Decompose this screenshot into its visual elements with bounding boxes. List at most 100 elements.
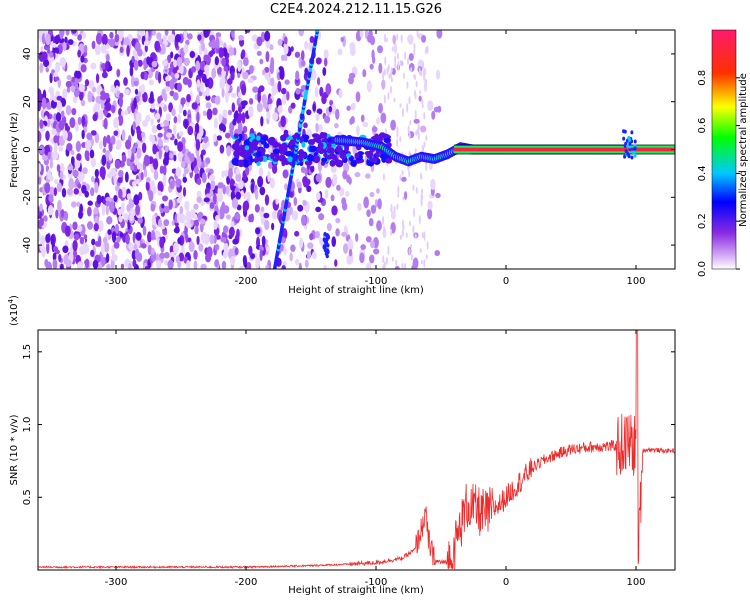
heatmap-cell bbox=[95, 73, 100, 84]
heatmap-cell bbox=[128, 242, 134, 250]
heatmap-cell bbox=[303, 180, 310, 188]
spectrogram-xlabel: Height of straight line (km) bbox=[288, 285, 424, 296]
heatmap-cell bbox=[272, 157, 280, 162]
heatmap-cell bbox=[191, 102, 198, 110]
heatmap-cell bbox=[89, 149, 95, 159]
heatmap-cell bbox=[339, 187, 345, 197]
heatmap-cell bbox=[188, 241, 195, 253]
heatmap-cell bbox=[409, 119, 412, 126]
heatmap-cell bbox=[177, 237, 182, 245]
heatmap-cell bbox=[131, 55, 135, 63]
heatmap-cell bbox=[139, 30, 145, 37]
heatmap-cell bbox=[182, 176, 188, 183]
heatmap-cell bbox=[103, 241, 110, 253]
heatmap-cell bbox=[390, 229, 393, 236]
heatmap-cell bbox=[265, 51, 270, 63]
heatmap-cell bbox=[223, 48, 228, 57]
heatmap-cell bbox=[214, 259, 220, 268]
heatmap-cell bbox=[52, 259, 58, 269]
heatmap-cell bbox=[164, 145, 169, 153]
heatmap-cell bbox=[221, 260, 227, 269]
heatmap-cell bbox=[174, 72, 180, 79]
heatmap-cell bbox=[91, 40, 96, 50]
heatmap-cell bbox=[321, 94, 327, 105]
heatmap-cell bbox=[133, 244, 137, 250]
heatmap-cell bbox=[254, 156, 260, 163]
spectrogram-ytick-label: -40 bbox=[22, 237, 33, 253]
heatmap-cell bbox=[183, 167, 189, 175]
heatmap-cell bbox=[106, 134, 111, 144]
heatmap-cell bbox=[159, 165, 164, 174]
heatmap-cell bbox=[109, 31, 114, 39]
heatmap-cell bbox=[382, 215, 385, 226]
heatmap-cell bbox=[219, 205, 224, 217]
heatmap-cell bbox=[300, 166, 306, 174]
heatmap-cell bbox=[383, 94, 386, 104]
heatmap-cell bbox=[101, 204, 106, 216]
heatmap-cell bbox=[186, 259, 191, 269]
heatmap-cell bbox=[84, 258, 90, 269]
heatmap-cell bbox=[182, 76, 190, 85]
heatmap-cell bbox=[196, 190, 202, 199]
heatmap-cell bbox=[205, 102, 212, 109]
heatmap-cell bbox=[206, 108, 213, 120]
heatmap-cell bbox=[84, 139, 92, 152]
heatmap-cell bbox=[262, 136, 268, 141]
heatmap-cell bbox=[410, 253, 413, 261]
heatmap-cell bbox=[87, 200, 93, 206]
heatmap-cell bbox=[427, 208, 433, 220]
heatmap-cell bbox=[105, 53, 110, 63]
heatmap-cell bbox=[298, 30, 305, 37]
heatmap-cell bbox=[315, 30, 320, 33]
heatmap-cell bbox=[281, 264, 286, 269]
heatmap-cell bbox=[422, 69, 425, 77]
heatmap-cell bbox=[415, 80, 418, 88]
heatmap-cell bbox=[370, 240, 376, 249]
heatmap-cell bbox=[56, 95, 63, 101]
heatmap-cell bbox=[396, 125, 399, 135]
heatmap-cell bbox=[184, 155, 190, 164]
heatmap-cell bbox=[272, 112, 279, 122]
heatmap-cell bbox=[163, 219, 170, 227]
heatmap-cell bbox=[126, 193, 132, 200]
heatmap-cell bbox=[309, 233, 314, 241]
heatmap-cell bbox=[178, 104, 183, 114]
heatmap-cell bbox=[86, 132, 93, 141]
heatmap-cell bbox=[627, 154, 631, 159]
heatmap-cell bbox=[106, 216, 113, 225]
heatmap-cell bbox=[316, 77, 321, 86]
heatmap-cell bbox=[226, 78, 233, 85]
heatmap-cell bbox=[270, 77, 275, 87]
heatmap-cell bbox=[420, 193, 423, 203]
heatmap-cell bbox=[407, 57, 410, 66]
heatmap-cell bbox=[189, 153, 195, 163]
heatmap-cell bbox=[391, 256, 394, 262]
heatmap-cell bbox=[250, 182, 255, 194]
heatmap-cell bbox=[258, 85, 265, 92]
heatmap-cell bbox=[423, 258, 426, 268]
heatmap-cell bbox=[267, 146, 273, 153]
heatmap-cell bbox=[345, 190, 350, 197]
heatmap-cell bbox=[166, 132, 173, 139]
spectrogram-xtick-label: 100 bbox=[626, 276, 645, 287]
heatmap-cell bbox=[310, 68, 317, 81]
heatmap-cell bbox=[326, 154, 334, 160]
heatmap-cell bbox=[241, 49, 246, 59]
heatmap-cell bbox=[359, 252, 365, 264]
heatmap-cell bbox=[362, 121, 369, 128]
heatmap-cell bbox=[391, 46, 394, 52]
heatmap-cell bbox=[233, 47, 237, 56]
heatmap-cell bbox=[116, 236, 121, 243]
heatmap-cell bbox=[174, 34, 182, 43]
heatmap-cell bbox=[342, 243, 349, 254]
heatmap-cell bbox=[169, 152, 174, 159]
heatmap-cell bbox=[214, 56, 219, 66]
heatmap-cell bbox=[329, 159, 336, 167]
heatmap-cell bbox=[238, 34, 244, 41]
heatmap-cell bbox=[45, 67, 49, 73]
heatmap-cell bbox=[182, 186, 187, 197]
heatmap-cell bbox=[293, 196, 298, 206]
heatmap-cell bbox=[347, 238, 354, 251]
heatmap-cell bbox=[172, 92, 179, 101]
heatmap-cell bbox=[67, 165, 74, 171]
